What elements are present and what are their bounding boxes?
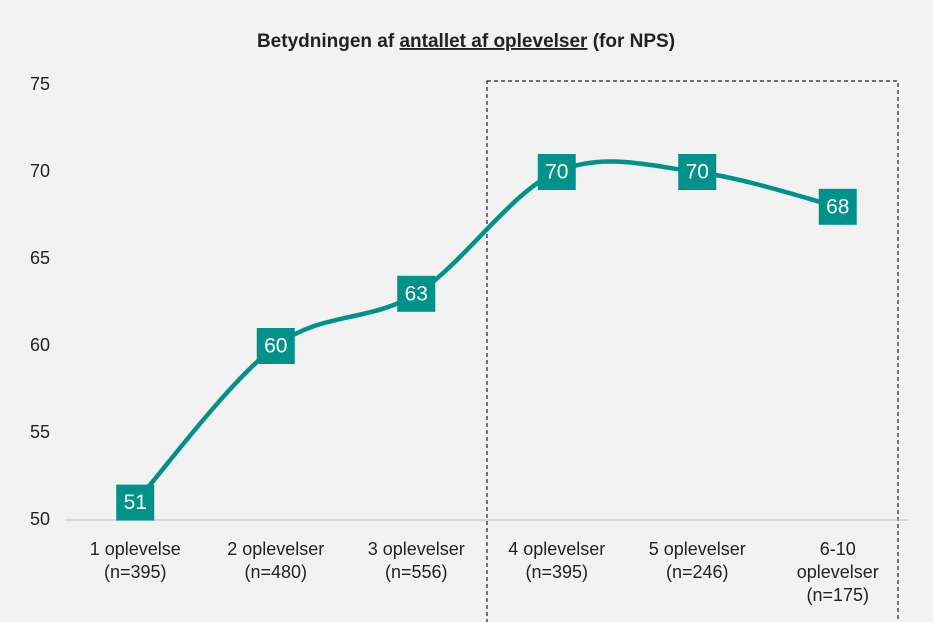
marker <box>537 154 576 190</box>
x-tick-label: 6-10 <box>820 539 856 559</box>
x-tick-label: 5 oplevelser <box>649 539 746 559</box>
x-tick-label: 1 oplevelse <box>90 539 181 559</box>
x-tick-label: (n=175) <box>806 585 869 605</box>
marker <box>818 188 857 225</box>
y-tick-label: 65 <box>30 248 50 268</box>
marker <box>116 484 155 521</box>
x-tick-label: (n=246) <box>666 562 729 582</box>
data-label: 68 <box>826 195 849 218</box>
y-tick-label: 70 <box>30 161 50 181</box>
y-tick-label: 55 <box>30 422 50 442</box>
data-label: 63 <box>405 282 428 305</box>
title-part: antallet af oplevelser <box>399 31 588 52</box>
x-tick-label: (n=395) <box>525 562 588 582</box>
marker <box>256 328 295 364</box>
title-part: (for NPS) <box>593 31 675 52</box>
y-tick-label: 50 <box>30 509 50 529</box>
x-tick-label: oplevelser <box>797 562 879 582</box>
y-tick-label: 60 <box>30 335 50 355</box>
x-tick-label: (n=395) <box>104 562 167 582</box>
data-label: 51 <box>124 491 147 514</box>
x-tick-label: (n=480) <box>244 562 307 582</box>
highlight-box <box>486 80 899 622</box>
chart-title: Betydningen af antallet af oplevelser (f… <box>257 31 675 52</box>
data-label: 60 <box>264 335 287 358</box>
x-tick-label: 2 oplevelser <box>227 539 324 559</box>
x-tick-label: 4 oplevelser <box>508 539 605 559</box>
x-tick-label: (n=556) <box>385 562 448 582</box>
y-tick-label: 75 <box>30 74 50 94</box>
marker <box>678 154 717 190</box>
data-label: 70 <box>545 161 568 184</box>
data-label: 70 <box>686 161 709 184</box>
x-tick-label: 3 oplevelser <box>368 539 465 559</box>
title-part: Betydningen af <box>257 31 395 52</box>
marker <box>397 275 436 312</box>
